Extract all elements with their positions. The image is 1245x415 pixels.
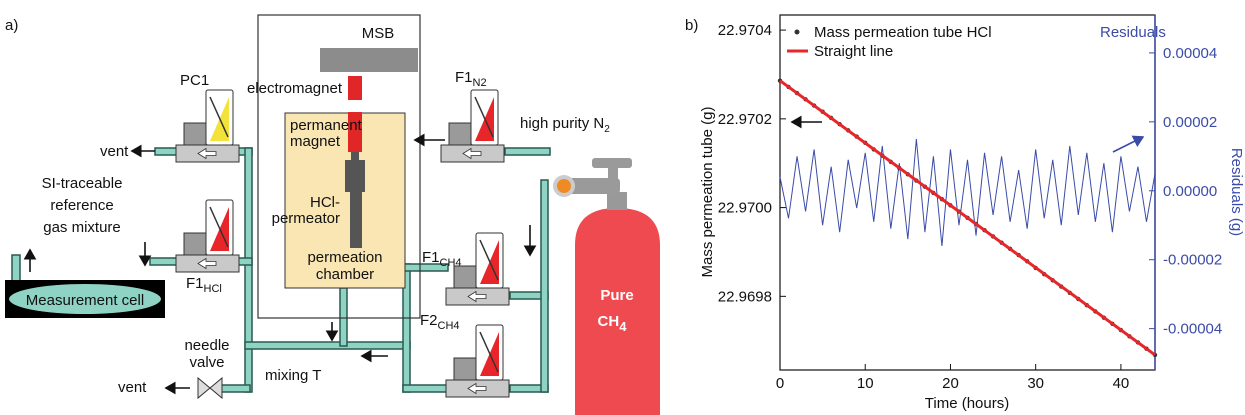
chamber-text: magnet [290,133,341,150]
regulator-dot [557,179,571,193]
y2-axis-label: Residuals (g) [1228,148,1245,236]
x-tick-label: 10 [857,375,874,392]
legend-label: Straight line [814,43,893,60]
device-label: F2CH4 [420,312,460,332]
label-sub: HCl [204,283,222,295]
device-arrow [467,290,487,303]
device-arrow [197,257,217,270]
needle-valve [197,376,223,400]
chart: b) Time (hours) Mass permeation tube (g)… [685,14,1245,412]
device-block [453,265,477,289]
y-axis-label: Mass permeation tube (g) [699,107,716,278]
label-main: F1 [422,249,440,266]
y2-tick-label: -0.00002 [1163,252,1222,269]
device-arrow [197,147,217,160]
x-tick-label: 20 [942,375,959,392]
x-axis-label: Time (hours) [925,395,1009,412]
gauge-needle [474,96,494,138]
cell-window [9,284,161,314]
x-tick-label: 30 [1027,375,1044,392]
flow-controllers [175,89,510,398]
device-arrow [462,147,482,160]
diagram: a) MSB electromagnet [5,14,660,415]
msb-label: MSB [362,25,395,42]
device-label: F1HCl [186,275,222,295]
label-main: F1 [455,69,473,86]
chamber-text: permeation [307,249,382,266]
device-block [183,122,207,146]
balance [320,48,418,72]
valve-label: valve [189,354,224,371]
y2-tick-label: 0.00000 [1163,183,1217,200]
permanent-magnet [348,112,362,152]
permeator-tube [350,190,362,248]
residual-line [779,139,1156,246]
label-main: high purity N [520,115,604,132]
label-sub: 2 [604,124,610,135]
cell-label: Measurement cell [26,292,144,309]
vent-label: vent [118,379,147,396]
label-sub: CH4 [438,320,460,332]
valve-stem [608,166,618,180]
label-main: F2 [420,312,438,329]
valve-knob [592,158,632,168]
label-sub: 4 [619,319,627,334]
cylinder-neck [607,192,627,210]
panel-label: b) [685,17,698,34]
cylinder-valve [560,178,620,194]
valve-label: needle [184,337,229,354]
x-tick-label: 0 [776,375,784,392]
msb-frame [257,14,421,319]
cylinder-label: CH4 [598,313,628,334]
permeator [345,160,365,192]
y-tick-label: 22.9702 [718,111,772,128]
gas-cylinder [575,208,660,415]
label-sub: N2 [473,77,487,89]
y2-tick-label: 0.00002 [1163,114,1217,131]
gas-label: high purity N2 [520,115,610,135]
chamber-text: chamber [316,266,374,283]
chamber-text: permeator [272,210,340,227]
reference-text: reference [50,197,113,214]
y2-tick-label: -0.00004 [1163,321,1222,338]
electromagnet-label: electromagnet [247,80,343,97]
device-arrow [467,382,487,395]
mixing-label: mixing T [265,367,321,384]
flow-arrows [23,133,537,395]
device-block [453,357,477,381]
legend-label: Residuals [1100,24,1166,41]
gauge-needle [479,239,499,281]
reference-text: SI-traceable [42,175,123,192]
rod [351,152,359,162]
reference-text: gas mixture [43,219,121,236]
legend-label: Mass permeation tube HCl [814,24,992,41]
chamber-text: permanent [290,117,363,134]
x-tick-label: 40 [1113,375,1130,392]
permeation-chamber [284,112,406,289]
y2-tick-label: 0.00004 [1163,45,1217,62]
chamber-text: HCl- [310,194,340,211]
cylinder-label: Pure [600,287,633,304]
gauge-needle [209,96,229,138]
electromagnet [348,76,362,100]
axis-arrow [1112,135,1145,153]
y-tick-label: 22.9700 [718,200,772,217]
label-main: CH [598,313,620,330]
gauge-needle [209,206,229,248]
fit-line [779,79,1156,357]
device-block [183,232,207,256]
panel-label: a) [5,17,18,34]
gauge-needle [479,331,499,373]
label-main: F1 [186,275,204,292]
y-tick-label: 22.9704 [718,22,772,39]
legend-marker [794,29,800,35]
device-label: F1N2 [455,69,487,89]
device-block [448,122,472,146]
y-tick-label: 22.9698 [718,288,772,305]
vent-label: vent [100,143,129,160]
device-label: PC1 [180,72,209,89]
plot-frame [779,14,1156,371]
